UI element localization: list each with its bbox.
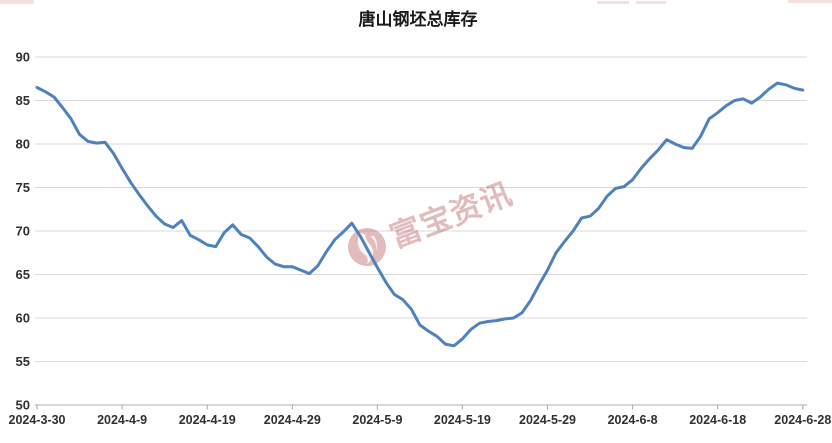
- x-axis-label: 2024-4-29: [264, 413, 321, 427]
- x-axis-label: 2024-4-9: [97, 413, 147, 427]
- x-axis-label: 2024-6-18: [689, 413, 746, 427]
- x-axis-label: 2024-5-9: [352, 413, 402, 427]
- x-axis-label: 2024-5-29: [519, 413, 576, 427]
- y-axis-label: 60: [16, 311, 30, 326]
- y-axis-label: 55: [16, 354, 30, 369]
- x-axis-label: 2024-6-28: [774, 413, 831, 427]
- watermark: 富宝资讯: [348, 176, 517, 266]
- y-axis-label: 80: [16, 137, 30, 152]
- x-axis-label: 2024-4-19: [179, 413, 236, 427]
- y-axis-label: 50: [16, 398, 30, 413]
- top-edge-red-mark: [788, 0, 832, 3]
- top-edge-red-mark: [597, 1, 629, 4]
- x-axis-label: 2024-5-19: [434, 413, 491, 427]
- y-axis-label: 65: [16, 267, 30, 282]
- x-axis-label: 2024-3-30: [9, 413, 66, 427]
- chart-title: 唐山钢坯总库存: [359, 9, 478, 29]
- inventory-line-series: [35, 81, 805, 348]
- y-axis-label: 70: [16, 224, 30, 239]
- y-axis-label: 90: [16, 50, 30, 65]
- y-axis-labels: 50 55 60 65 70 75 80 85 90: [16, 50, 30, 413]
- top-edge-red-mark: [636, 1, 666, 4]
- x-axis-labels: 2024-3-30 2024-4-9 2024-4-19 2024-4-29 2024-…: [9, 413, 832, 427]
- gridlines: [35, 56, 807, 362]
- x-axis-ticks: [36, 405, 804, 410]
- top-edge-red-mark: [0, 0, 34, 4]
- top-edge-red-marks: [0, 0, 832, 4]
- x-axis-label: 2024-6-8: [608, 413, 658, 427]
- y-axis-label: 85: [16, 93, 30, 108]
- y-axis-label: 75: [16, 180, 30, 195]
